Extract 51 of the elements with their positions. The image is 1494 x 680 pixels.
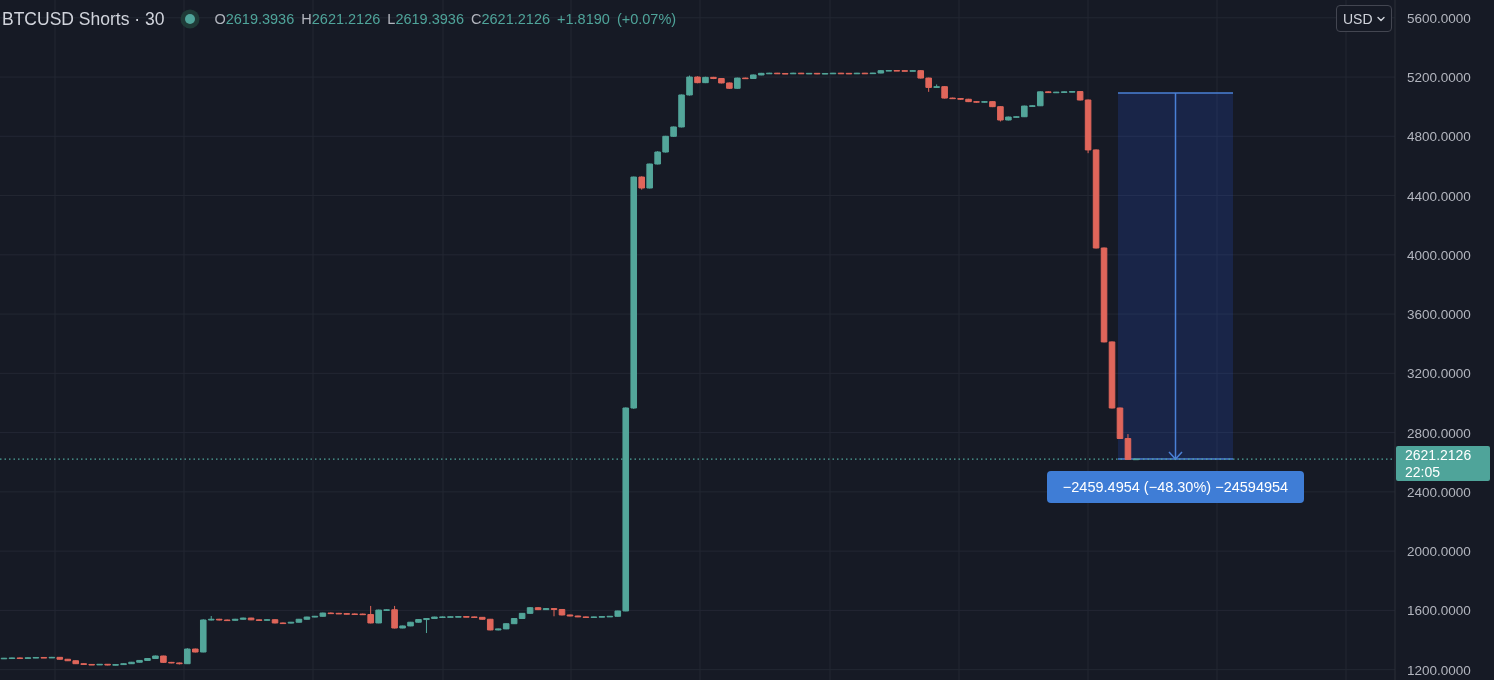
y-tick-label: 4800.0000 xyxy=(1407,128,1471,144)
candlestick xyxy=(8,657,16,660)
candlestick xyxy=(845,72,853,75)
candlestick xyxy=(184,647,191,665)
candlestick xyxy=(271,618,279,624)
candlestick xyxy=(295,618,303,624)
candlestick xyxy=(813,72,821,75)
y-tick-label: 5200.0000 xyxy=(1407,69,1471,85)
candlestick xyxy=(391,605,398,629)
ref-line-label: 2621.2126 xyxy=(1405,447,1472,464)
currency-dropdown[interactable]: USD xyxy=(1336,5,1392,32)
text: BTCUSD Shorts · 30 xyxy=(2,8,165,29)
candlestick xyxy=(933,83,940,89)
y-tick-label: 2400.0000 xyxy=(1407,484,1471,500)
candlestick xyxy=(694,75,701,84)
y-tick-label: 5600.0000 xyxy=(1407,10,1471,26)
y-tick-label: 4000.0000 xyxy=(1407,247,1471,263)
candlestick xyxy=(638,175,645,191)
candlestick xyxy=(96,663,103,666)
candlestick xyxy=(534,606,542,611)
candlestick xyxy=(805,72,813,75)
candlestick xyxy=(734,77,741,90)
y-tick-label: 3600.0000 xyxy=(1407,306,1471,322)
y-tick-label: 2800.0000 xyxy=(1407,425,1471,441)
candlestick xyxy=(742,77,749,80)
y-tick-label: 1600.0000 xyxy=(1407,602,1471,618)
candlestick xyxy=(192,648,199,653)
candlestick xyxy=(558,608,566,616)
candlestick xyxy=(279,622,287,625)
candlestick xyxy=(48,656,56,659)
candlestick xyxy=(263,618,271,621)
y-axis-title: USD xyxy=(1343,10,1373,27)
text: 22:05 xyxy=(1405,464,1441,481)
y-tick-label: 1200.0000 xyxy=(1407,662,1471,678)
candlestick xyxy=(702,76,709,84)
y-tick-label: 4400.0000 xyxy=(1407,188,1471,204)
candlestick xyxy=(821,72,829,75)
candlestick xyxy=(981,100,988,104)
annotation: −2459.4954 (−48.30%) −24594954 xyxy=(1062,479,1289,495)
candlestick xyxy=(16,656,24,660)
candlestick xyxy=(1044,90,1052,94)
candlestick xyxy=(909,69,917,72)
candlestick xyxy=(104,663,111,666)
candlestick xyxy=(1124,433,1132,461)
candlestick xyxy=(542,607,550,611)
y-tick-label: 3200.0000 xyxy=(1407,365,1471,381)
text: O2619.3936 H2621.2126 L2619.3936 C2621.2126 +1.8190 (+0.07%) xyxy=(214,11,677,27)
candlestick xyxy=(40,656,48,659)
candlestick xyxy=(287,621,295,624)
candlestick xyxy=(550,607,558,617)
y-tick-label: 2000.0000 xyxy=(1407,543,1471,559)
